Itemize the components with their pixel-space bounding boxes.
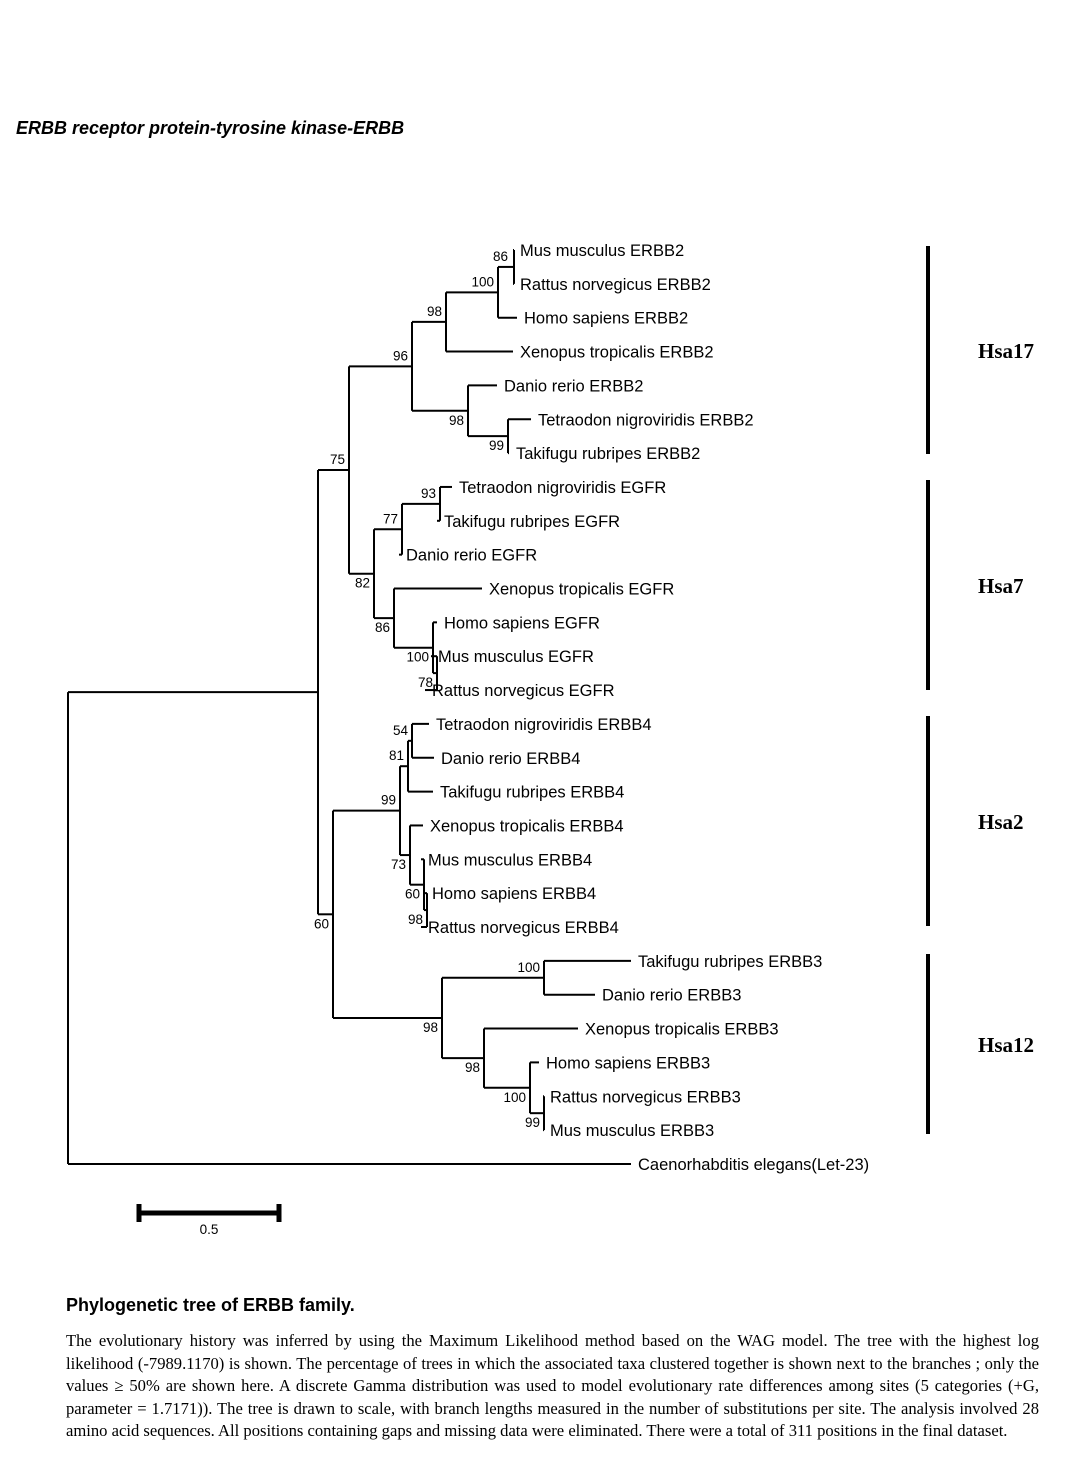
bootstrap-value: 99 bbox=[525, 1115, 540, 1130]
tree-leaf-labels: Mus musculus ERBB2 Rattus norvegicus ERBB… bbox=[406, 242, 869, 1174]
bootstrap-value: 81 bbox=[389, 748, 404, 763]
bootstrap-value: 100 bbox=[503, 1090, 526, 1105]
bootstrap-value: 78 bbox=[418, 675, 433, 690]
bootstrap-value: 100 bbox=[471, 274, 494, 289]
bootstrap-value: 100 bbox=[517, 960, 540, 975]
bootstrap-value: 77 bbox=[383, 511, 398, 526]
tree-leaf-label: Takifugu rubripes EGFR bbox=[444, 513, 620, 531]
tree-leaf-label: Rattus norvegicus ERBB3 bbox=[550, 1088, 741, 1106]
tree-leaf-label: Caenorhabditis elegans(Let-23) bbox=[638, 1156, 869, 1174]
tree-bootstrap-labels: 86 100 98 99 98 96 93 77 78 100 86 82 75 54 81 98 60 73 99… bbox=[314, 249, 540, 1130]
tree-leaf-label: Danio rerio ERBB3 bbox=[602, 987, 741, 1005]
tree-leaf-label: Xenopus tropicalis EGFR bbox=[489, 581, 674, 599]
bootstrap-value: 60 bbox=[405, 887, 420, 902]
tree-leaf-label: Homo sapiens EGFR bbox=[444, 614, 600, 632]
bootstrap-value: 86 bbox=[375, 620, 390, 635]
tree-leaf-label: Homo sapiens ERBB2 bbox=[524, 310, 688, 328]
figure-title: Phylogenetic tree of ERBB family. bbox=[66, 1295, 355, 1315]
scale-bar: 0.5 bbox=[136, 1204, 282, 1237]
tree-leaf-label: Rattus norvegicus ERBB4 bbox=[428, 919, 619, 937]
tree-leaf-label: Mus musculus ERBB3 bbox=[550, 1122, 714, 1140]
tree-leaf-label: Mus musculus ERBB2 bbox=[520, 242, 684, 260]
chromosome-group-label: Hsa2 bbox=[978, 810, 1024, 834]
tree-leaf-label: Mus musculus EGFR bbox=[438, 648, 594, 666]
tree-leaf-label: Tetraodon nigroviridis EGFR bbox=[459, 479, 666, 497]
bootstrap-value: 100 bbox=[406, 650, 429, 665]
bootstrap-value: 98 bbox=[423, 1020, 438, 1035]
bootstrap-value: 75 bbox=[330, 452, 345, 467]
tree-leaf-label: Danio rerio ERBB2 bbox=[504, 377, 643, 395]
tree-leaf-label: Danio rerio ERBB4 bbox=[441, 750, 580, 768]
bootstrap-value: 99 bbox=[489, 438, 504, 453]
bootstrap-value: 60 bbox=[314, 916, 329, 931]
bootstrap-value: 73 bbox=[391, 857, 406, 872]
tree-leaf-label: Takifugu rubripes ERBB3 bbox=[638, 953, 822, 971]
page-header-title: ERBB receptor protein-tyrosine kinase-ER… bbox=[16, 118, 405, 138]
bootstrap-value: 98 bbox=[465, 1060, 480, 1075]
tree-leaf-label: Takifugu rubripes ERBB2 bbox=[516, 445, 700, 463]
tree-leaf-label: Homo sapiens ERBB4 bbox=[432, 885, 596, 903]
tree-leaf-label: Xenopus tropicalis ERBB2 bbox=[520, 344, 714, 362]
bootstrap-value: 86 bbox=[493, 249, 508, 264]
bootstrap-value: 98 bbox=[408, 912, 423, 927]
tree-leaf-label: Tetraodon nigroviridis ERBB2 bbox=[538, 411, 754, 429]
bootstrap-value: 54 bbox=[393, 723, 409, 738]
tree-leaf-label: Tetraodon nigroviridis ERBB4 bbox=[436, 716, 652, 734]
bootstrap-value: 98 bbox=[427, 304, 442, 319]
bootstrap-value: 99 bbox=[381, 793, 396, 808]
bootstrap-value: 98 bbox=[449, 413, 464, 428]
tree-leaf-label: Takifugu rubripes ERBB4 bbox=[440, 784, 624, 802]
tree-branches bbox=[67, 249, 631, 1165]
tree-leaf-label: Rattus norvegicus EGFR bbox=[432, 682, 615, 700]
bootstrap-value: 82 bbox=[355, 576, 370, 591]
bootstrap-value: 93 bbox=[421, 486, 436, 501]
tree-leaf-label: Xenopus tropicalis ERBB3 bbox=[585, 1021, 779, 1039]
chromosome-group-label: Hsa17 bbox=[978, 339, 1034, 363]
tree-leaf-label: Danio rerio EGFR bbox=[406, 547, 537, 565]
bootstrap-value: 96 bbox=[393, 348, 408, 363]
tree-leaf-label: Homo sapiens ERBB3 bbox=[546, 1054, 710, 1072]
figure-caption: The evolutionary history was inferred by… bbox=[66, 1331, 1039, 1441]
tree-leaf-label: Rattus norvegicus ERBB2 bbox=[520, 276, 711, 294]
chromosome-group-label: Hsa12 bbox=[978, 1033, 1034, 1057]
chromosome-group-label: Hsa7 bbox=[978, 574, 1024, 598]
tree-leaf-label: Mus musculus ERBB4 bbox=[428, 851, 592, 869]
phylogenetic-tree: Mus musculus ERBB2 Rattus norvegicus ERBB… bbox=[67, 242, 1034, 1237]
tree-leaf-label: Xenopus tropicalis ERBB4 bbox=[430, 817, 624, 835]
chromosome-group-bars: Hsa17 Hsa7 Hsa2 Hsa12 bbox=[926, 246, 1034, 1134]
scale-bar-label: 0.5 bbox=[200, 1222, 219, 1237]
